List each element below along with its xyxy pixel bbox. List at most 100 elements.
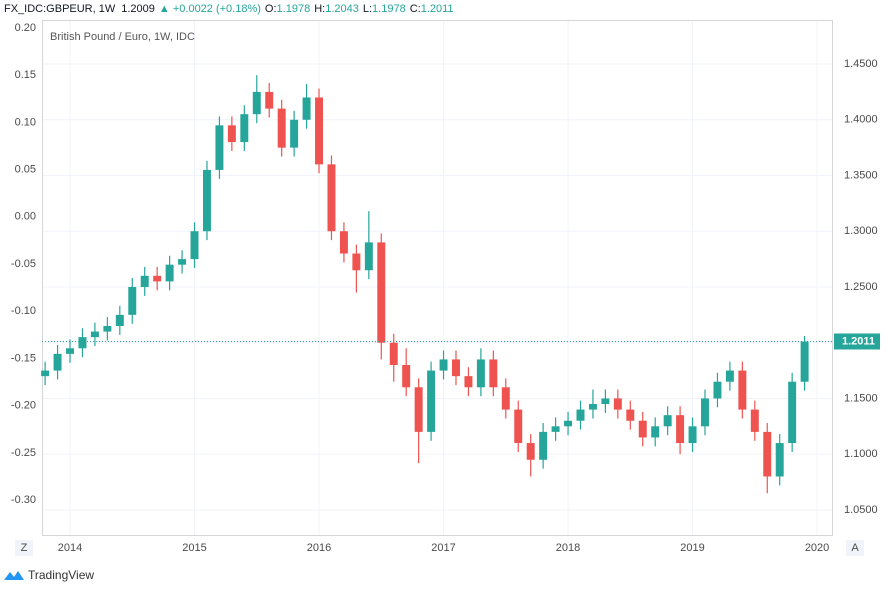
y-tick-label: 1.2500 [844, 281, 878, 293]
candle-body [252, 91, 261, 115]
candle-body [476, 359, 485, 388]
candle-body [725, 370, 734, 382]
y2-tick-label: 0.05 [15, 164, 36, 176]
ohlc-label: O: [265, 3, 277, 15]
x-tick-label: 2020 [805, 542, 829, 554]
candle-body [576, 409, 585, 421]
candle-body [90, 331, 99, 338]
candle-body [514, 409, 523, 444]
candle-body [115, 314, 124, 326]
candle-body [327, 164, 336, 232]
price: 1.2009 [121, 3, 155, 15]
y2-tick-label: -0.30 [11, 494, 36, 506]
candle-body [227, 125, 236, 143]
ohlc-value: 1.2043 [325, 3, 359, 15]
change: ▲ +0.0022 (+0.18%) [159, 3, 261, 15]
candle-body [588, 404, 597, 410]
ohlc-value: 1.2011 [421, 3, 454, 15]
candle-body [128, 286, 137, 315]
chart-title: British Pound / Euro, 1W, IDC [50, 31, 195, 43]
candle-body [676, 415, 685, 444]
ohlc-label: H: [314, 3, 325, 15]
candle-body [539, 431, 548, 460]
candle-body [701, 398, 709, 427]
candle-body [564, 420, 573, 427]
y2-tick-label: 0.20 [15, 22, 36, 34]
y2-tick-label: -0.20 [11, 400, 36, 412]
candle-body [315, 97, 324, 165]
a-button[interactable] [846, 540, 864, 556]
candle-body [638, 420, 647, 438]
candle-body [78, 337, 87, 349]
symbol-name: FX_IDC:GBPEUR, 1W [4, 3, 116, 15]
y-tick-label: 1.1000 [844, 448, 878, 460]
y-tick-label: 1.4500 [844, 58, 878, 70]
candle-body [551, 426, 560, 432]
candle-body [750, 409, 759, 432]
logo[interactable]: TradingView [28, 568, 94, 582]
candle-body [66, 348, 74, 354]
x-tick-label: 2018 [556, 542, 580, 554]
candle-body [526, 443, 535, 460]
y2-tick-label: -0.05 [11, 258, 36, 270]
candle-body [613, 398, 622, 410]
candle-body [265, 91, 274, 109]
x-tick-label: 2019 [680, 542, 704, 554]
y2-tick-label: -0.15 [11, 352, 36, 364]
candle-body [190, 231, 199, 260]
candle-body [788, 381, 797, 444]
candle-body [651, 426, 660, 438]
x-tick-label: 2017 [431, 542, 455, 554]
candle-body [427, 370, 436, 432]
candle-body [165, 264, 174, 282]
candle-body [153, 275, 162, 282]
last-price-box [834, 333, 880, 350]
x-tick-label: 2016 [307, 542, 331, 554]
plot-frame [42, 20, 833, 536]
candle-body [352, 253, 361, 271]
candle-body [53, 353, 62, 371]
y2-tick-label: -0.25 [11, 447, 36, 459]
candle-body [277, 108, 286, 148]
ohlc: O:1.1978 H:1.2043 L:1.1978 C:1.2011 [265, 3, 454, 15]
candle-body [464, 376, 473, 388]
candle-body [663, 415, 672, 427]
candle-body [763, 431, 772, 477]
y-tick-label: 1.3000 [844, 225, 878, 237]
candle-body [414, 387, 423, 432]
candle-body [140, 275, 149, 287]
y-tick-label: 1.1500 [844, 392, 878, 404]
z-button[interactable] [15, 540, 33, 556]
x-tick-label: 2015 [182, 542, 206, 554]
candle-body [775, 443, 784, 477]
candle-body [41, 370, 50, 377]
last-price-label: 1.2011 [842, 335, 875, 347]
y-tick-label: 1.4000 [844, 114, 878, 126]
symbol: FX_IDC:GBPEUR, 1W 1.2009 ▲ +0.0022 (+0.18%… [4, 3, 454, 15]
candle-body [178, 259, 187, 265]
y-tick-label: 1.3500 [844, 169, 878, 181]
candle-body [501, 387, 510, 410]
candle-body [364, 242, 373, 271]
a-label[interactable]: A [851, 542, 859, 554]
ohlc-value: 1.1978 [277, 3, 311, 15]
y2-tick-label: 0.15 [15, 69, 36, 81]
candle-body [377, 242, 386, 343]
candle-body [601, 398, 610, 405]
y2-tick-label: -0.10 [11, 305, 36, 317]
logo-icon [4, 571, 24, 580]
candle-body [389, 342, 398, 366]
candle-body [800, 341, 809, 382]
y2-tick-label: 0.00 [15, 211, 36, 223]
y2-tick-label: 0.10 [15, 116, 36, 128]
x-tick-label: 2014 [58, 542, 82, 554]
ohlc-label: L: [363, 3, 372, 15]
z-label[interactable]: Z [21, 542, 28, 554]
candle-body [688, 426, 697, 444]
candle-body [738, 370, 747, 410]
candle-body [215, 125, 224, 170]
candle-body [302, 97, 311, 120]
candle-body [339, 231, 348, 254]
candle-body [439, 359, 448, 371]
